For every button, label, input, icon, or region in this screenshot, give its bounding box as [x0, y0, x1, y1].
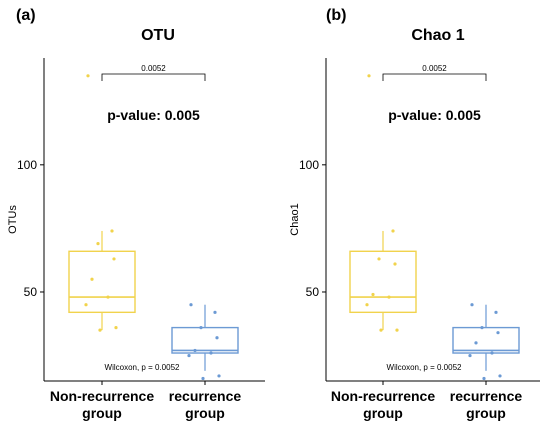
- significance-bracket: [101, 73, 206, 81]
- pvalue-annotation: p-value: 0.005: [107, 107, 200, 123]
- data-point: [393, 262, 397, 266]
- category-label: recurrence group: [450, 388, 523, 421]
- y-axis-label: OTUs: [7, 205, 19, 234]
- box-iqr: [68, 250, 136, 314]
- data-point: [86, 74, 90, 78]
- box-iqr: [171, 326, 239, 354]
- data-point: [187, 353, 191, 358]
- y-tick-label: 50: [24, 285, 38, 299]
- data-point: [482, 376, 486, 381]
- y-tick-label: 50: [306, 285, 320, 299]
- data-point: [189, 303, 193, 307]
- data-point: [474, 341, 478, 345]
- box-iqr: [349, 250, 417, 314]
- chart-title: OTU: [141, 27, 175, 44]
- data-point: [209, 351, 213, 355]
- data-point: [199, 325, 203, 330]
- data-point: [379, 328, 383, 332]
- data-point: [377, 257, 381, 261]
- data-point: [112, 257, 116, 261]
- y-tick-label: 100: [299, 158, 319, 172]
- data-point: [106, 295, 110, 299]
- data-point: [90, 277, 94, 281]
- data-point: [470, 303, 474, 307]
- data-point: [468, 353, 472, 358]
- data-point: [395, 328, 399, 332]
- box-recurrence: [452, 303, 520, 381]
- data-point: [110, 229, 114, 233]
- box-non-recurrence: [68, 74, 136, 332]
- data-point: [480, 325, 484, 330]
- data-point: [96, 242, 100, 246]
- panel-label: (a): [16, 7, 36, 24]
- data-point: [201, 376, 205, 381]
- data-point: [365, 303, 369, 307]
- chart-title: Chao 1: [411, 27, 464, 44]
- data-point: [84, 303, 88, 307]
- data-point: [213, 310, 217, 314]
- box-non-recurrence: [349, 74, 417, 332]
- data-point: [490, 351, 494, 355]
- box-iqr: [452, 326, 520, 354]
- category-label: Non-recurrence group: [331, 388, 435, 421]
- data-point: [367, 74, 371, 78]
- pvalue-annotation: p-value: 0.005: [388, 107, 481, 123]
- chart-panel-1: (a) OTU OTUs 50 100 Non-recurrence group recurr…: [7, 7, 265, 421]
- data-point: [215, 336, 219, 340]
- data-point: [387, 295, 391, 299]
- data-point: [193, 348, 197, 353]
- data-point: [498, 374, 502, 378]
- data-point: [391, 229, 395, 233]
- data-point: [496, 331, 500, 335]
- significance-bracket: [382, 73, 487, 81]
- test-annotation: Wilcoxon, p = 0.0052: [387, 363, 462, 372]
- data-point: [494, 310, 498, 314]
- data-point: [217, 374, 221, 378]
- panel-label: (b): [326, 7, 346, 24]
- y-tick-label: 100: [17, 158, 37, 172]
- data-point: [98, 328, 102, 332]
- category-label: recurrence group: [169, 388, 242, 421]
- y-axis-label: Chao1: [289, 203, 301, 235]
- data-point: [114, 325, 118, 330]
- category-label: Non-recurrence group: [50, 388, 154, 421]
- box-recurrence: [171, 303, 239, 381]
- test-annotation: Wilcoxon, p = 0.0052: [105, 363, 180, 372]
- data-point: [371, 292, 375, 297]
- bracket-label: 0.0052: [422, 64, 447, 73]
- bracket-label: 0.0052: [141, 64, 166, 73]
- chart-panel-2: (b) Chao 1 Chao1 50 100 Non-recurrence group re…: [289, 7, 540, 421]
